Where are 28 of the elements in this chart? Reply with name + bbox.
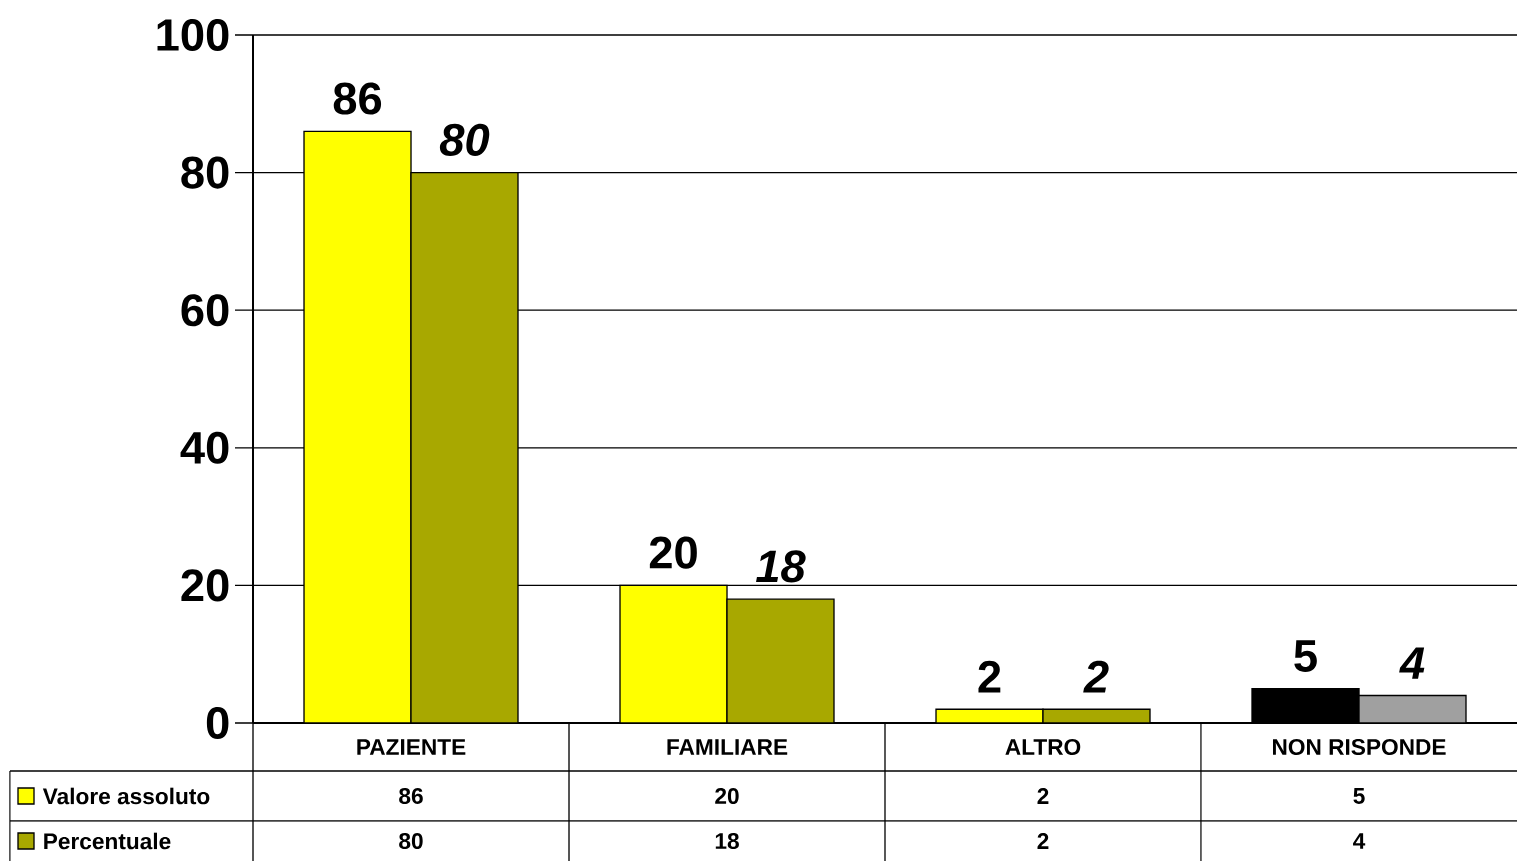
data-label: 2 <box>1083 660 1109 693</box>
x-tick-label: PAZIENTE <box>357 739 466 755</box>
y-tick-label: 20 <box>181 569 229 602</box>
data-label: 2 <box>978 660 1001 693</box>
text: 5 <box>1353 788 1365 804</box>
data-label: 80 <box>439 123 490 156</box>
y-tick-label: 40 <box>180 431 229 464</box>
text: 2 <box>1037 788 1049 804</box>
legend-label: Percentuale <box>44 832 171 850</box>
x-tick-label: NON RISPONDE <box>1273 738 1446 756</box>
data-label: 4 <box>1399 647 1425 679</box>
data-label: 86 <box>333 82 382 115</box>
x-tick-label: FAMILIARE <box>667 739 788 755</box>
text: 80 <box>399 832 423 850</box>
text: 18 <box>715 832 739 850</box>
y-tick-label: 60 <box>181 294 229 327</box>
y-tick-label: 80 <box>181 156 229 189</box>
legend-label: Valore assoluto <box>42 787 210 805</box>
data-label: 18 <box>756 550 806 583</box>
x-tick-label: ALTRO <box>1005 738 1081 756</box>
text: 86 <box>399 787 423 805</box>
y-tick-label: 0 <box>206 706 229 740</box>
y-tick-label: 100 <box>157 18 229 52</box>
text: 2 <box>1037 833 1049 849</box>
text: 4 <box>1353 833 1366 849</box>
text: 20 <box>715 787 739 805</box>
data-label: 20 <box>649 536 697 569</box>
data-label: 5 <box>1294 640 1317 672</box>
